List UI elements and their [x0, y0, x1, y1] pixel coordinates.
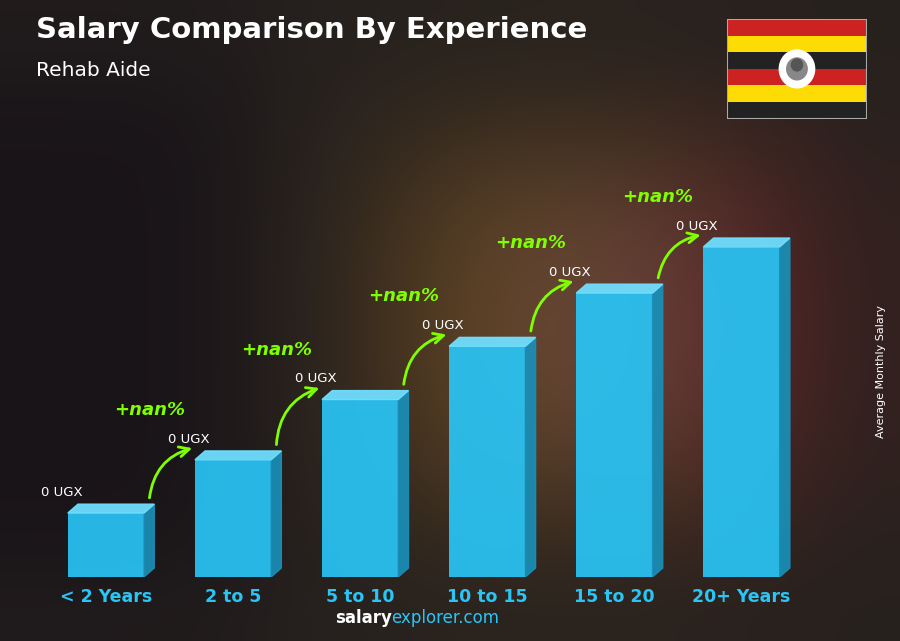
Polygon shape [576, 284, 662, 293]
Text: 0 UGX: 0 UGX [40, 486, 82, 499]
Text: +nan%: +nan% [622, 188, 693, 206]
Polygon shape [68, 504, 154, 513]
Bar [68, 513, 144, 577]
Bar [727, 69, 867, 85]
Bar [704, 247, 779, 577]
Bar [727, 102, 867, 119]
Polygon shape [779, 238, 790, 577]
Bar [322, 399, 399, 577]
Text: +nan%: +nan% [241, 340, 311, 359]
Text: Rehab Aide: Rehab Aide [36, 61, 150, 80]
Polygon shape [322, 390, 409, 399]
Bar [727, 85, 867, 102]
Polygon shape [652, 284, 662, 577]
Polygon shape [704, 238, 790, 247]
Bar [576, 293, 652, 577]
Bar [195, 460, 271, 577]
Text: 0 UGX: 0 UGX [167, 433, 210, 445]
Text: +nan%: +nan% [113, 401, 184, 419]
Polygon shape [449, 337, 536, 346]
Polygon shape [271, 451, 282, 577]
Text: Salary Comparison By Experience: Salary Comparison By Experience [36, 16, 587, 44]
Bar [727, 19, 867, 36]
Text: salary: salary [335, 609, 392, 627]
Text: explorer.com: explorer.com [392, 609, 500, 627]
Polygon shape [195, 451, 282, 460]
Text: 0 UGX: 0 UGX [676, 220, 718, 233]
Text: Average Monthly Salary: Average Monthly Salary [877, 305, 886, 438]
Circle shape [779, 50, 814, 88]
Circle shape [787, 58, 807, 80]
Polygon shape [526, 337, 536, 577]
Bar [727, 36, 867, 53]
Text: +nan%: +nan% [495, 234, 566, 252]
Bar [727, 53, 867, 69]
Text: +nan%: +nan% [368, 287, 439, 306]
Circle shape [791, 59, 803, 71]
Bar [449, 346, 526, 577]
Polygon shape [144, 504, 154, 577]
Text: 0 UGX: 0 UGX [422, 319, 464, 332]
Polygon shape [399, 390, 409, 577]
Text: 0 UGX: 0 UGX [549, 266, 590, 279]
Text: 0 UGX: 0 UGX [295, 372, 337, 385]
